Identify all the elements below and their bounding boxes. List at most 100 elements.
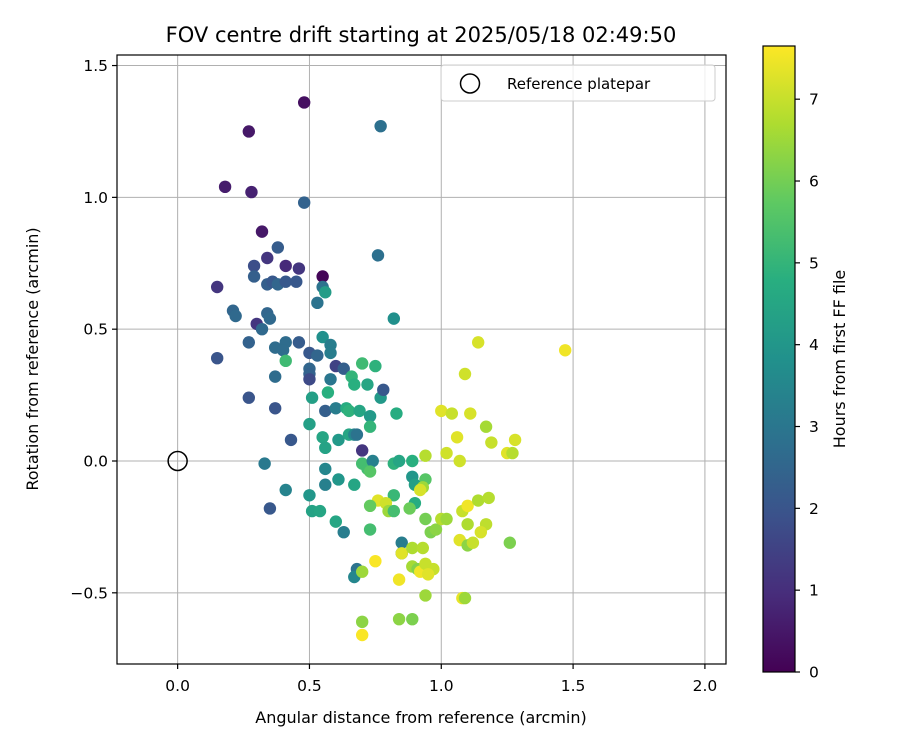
data-point [279, 354, 292, 368]
data-point [416, 541, 430, 555]
data-point [395, 536, 408, 549]
data-point [303, 417, 316, 431]
data-point [474, 525, 488, 539]
data-point [263, 312, 277, 325]
colorbar-tick-label: 3 [809, 418, 819, 436]
data-point [258, 457, 271, 470]
data-point [503, 536, 517, 549]
data-point [292, 262, 306, 275]
x-tick-label: 2.0 [693, 677, 718, 695]
colorbar-tick-label: 5 [809, 254, 819, 272]
x-axis-ticks: 0.0 0.5 1.0 1.5 2.0 [165, 664, 717, 695]
data-point [355, 357, 369, 370]
x-axis-label: Angular distance from reference (arcmin) [255, 708, 586, 727]
data-point [440, 512, 453, 526]
data-point [435, 404, 448, 418]
data-point [369, 554, 382, 568]
data-point [377, 383, 390, 397]
x-tick-label: 1.5 [561, 677, 586, 695]
data-point [371, 249, 385, 262]
data-point [321, 386, 335, 399]
y-tick-label: −0.5 [70, 584, 108, 602]
data-point [329, 515, 343, 528]
data-point [355, 444, 369, 457]
data-point [353, 404, 366, 418]
data-point [464, 407, 477, 420]
data-point [316, 270, 329, 283]
colorbar: 0 1 2 3 4 5 6 7 Hours from first FF file [762, 45, 849, 682]
data-point [363, 409, 377, 423]
data-point [387, 489, 401, 502]
data-point [311, 349, 324, 362]
legend-box [440, 64, 716, 102]
data-point [466, 536, 480, 549]
legend: Reference platepar [440, 64, 716, 102]
data-point [348, 378, 361, 391]
chart-title: FOV centre drift starting at 2025/05/18 … [166, 23, 677, 47]
data-point [332, 473, 345, 486]
data-point [337, 525, 350, 539]
y-tick-label: 1.5 [83, 57, 108, 75]
data-point [263, 502, 277, 515]
colorbar-gradient [762, 45, 796, 673]
data-point [319, 478, 332, 491]
data-point [479, 420, 493, 433]
data-point [355, 628, 369, 642]
data-point [218, 180, 232, 194]
data-point [406, 454, 419, 468]
data-point [445, 407, 459, 420]
data-point [361, 378, 374, 391]
data-point [366, 454, 379, 468]
data-point [255, 225, 269, 238]
colorbar-label: Hours from first FF file [830, 270, 849, 449]
data-point [324, 346, 337, 360]
y-tick-label: 0.0 [83, 453, 108, 471]
data-point [303, 489, 316, 502]
data-point [458, 367, 472, 381]
data-point [242, 125, 256, 138]
data-point [558, 344, 572, 357]
data-point [319, 462, 332, 476]
data-point [485, 436, 498, 449]
colorbar-tick-label: 7 [809, 91, 819, 109]
data-point [403, 502, 416, 515]
data-point [390, 407, 403, 420]
data-point [392, 454, 406, 468]
data-point [337, 362, 350, 375]
data-point [508, 433, 522, 447]
data-point [271, 241, 285, 254]
data-point [506, 446, 519, 460]
data-point [348, 478, 361, 491]
data-point [245, 185, 258, 199]
data-point [387, 312, 401, 325]
data-point [461, 499, 474, 513]
data-point [303, 373, 316, 386]
plot-frame [116, 54, 727, 665]
data-point [279, 483, 292, 497]
colorbar-tick-label: 0 [809, 664, 819, 682]
data-point [419, 512, 432, 526]
data-point [268, 402, 282, 415]
colorbar-tick-label: 6 [809, 173, 819, 191]
data-point [261, 251, 274, 265]
data-point [319, 404, 332, 418]
legend-label: Reference platepar [507, 75, 651, 93]
data-point [329, 402, 343, 415]
data-point [374, 119, 387, 133]
data-point [406, 612, 419, 626]
y-tick-label: 1.0 [83, 189, 108, 207]
data-point [247, 259, 261, 273]
data-point [290, 275, 303, 288]
data-point [419, 589, 432, 602]
data-point [210, 351, 224, 365]
data-point [242, 391, 256, 404]
data-point [461, 518, 474, 531]
data-point [450, 431, 464, 444]
data-point [247, 270, 261, 283]
data-point [284, 433, 298, 447]
data-point [482, 491, 495, 505]
reference-marker [167, 450, 188, 472]
data-point [316, 330, 329, 344]
data-point [297, 196, 311, 209]
data-point [392, 573, 406, 586]
